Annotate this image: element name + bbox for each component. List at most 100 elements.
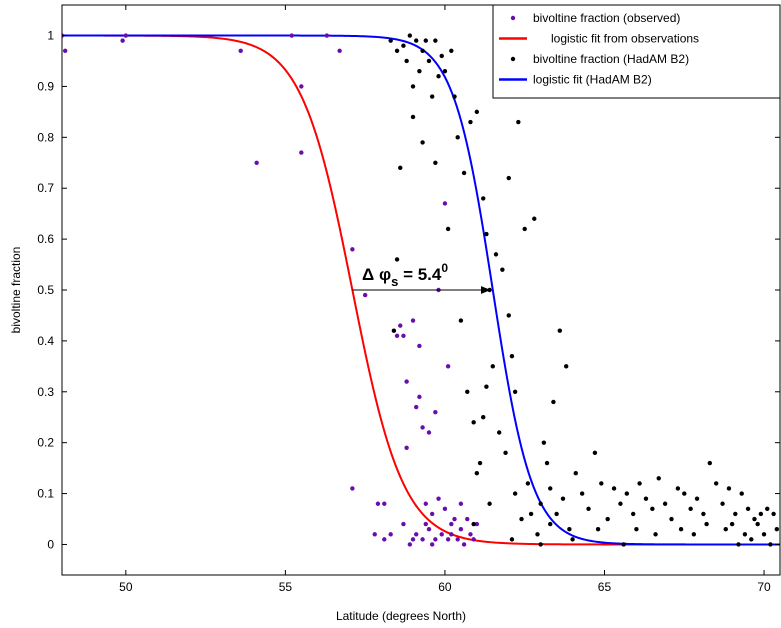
point-hadam [729, 521, 735, 527]
point-hadam [682, 491, 687, 496]
point-hadam [720, 501, 725, 506]
point-hadam [414, 38, 419, 43]
point-hadam [436, 74, 441, 79]
point-hadam [509, 537, 515, 542]
point-hadam [509, 353, 515, 359]
point-hadam [487, 501, 492, 506]
point-observed [324, 33, 330, 38]
point-hadam [774, 527, 780, 532]
point-hadam [512, 491, 518, 496]
point-observed [465, 516, 470, 522]
point-observed [449, 532, 454, 537]
point-hadam [656, 476, 661, 481]
point-hadam [624, 491, 630, 496]
point-hadam [423, 38, 428, 43]
point-hadam [637, 481, 642, 486]
annotation-main: Δ φ [362, 265, 391, 284]
y-tick-label: 0.3 [37, 385, 54, 399]
point-observed [449, 521, 454, 527]
point-hadam [538, 542, 543, 547]
y-tick-label: 0 [47, 537, 54, 551]
point-observed [388, 532, 393, 537]
y-tick-label: 0.2 [37, 436, 54, 450]
point-hadam [449, 48, 454, 53]
point-hadam [398, 165, 403, 171]
point-hadam [528, 511, 534, 517]
point-hadam [410, 84, 416, 89]
point-observed [410, 537, 416, 542]
point-hadam [592, 450, 598, 456]
point-hadam [404, 58, 409, 64]
point-hadam [669, 516, 674, 522]
y-axis-label: bivoltine fraction [9, 247, 23, 334]
point-hadam [694, 496, 700, 501]
point-hadam [707, 460, 712, 466]
point-hadam [452, 94, 457, 99]
point-hadam [433, 38, 438, 43]
point-hadam [701, 511, 706, 517]
point-observed [458, 527, 464, 532]
point-hadam [634, 527, 639, 532]
point-hadam [503, 450, 508, 456]
point-hadam [643, 496, 649, 501]
point-observed [442, 201, 448, 206]
legend-label: logistic fit from observations [551, 32, 699, 46]
point-observed [238, 48, 243, 53]
point-hadam [516, 119, 521, 125]
point-observed [350, 486, 355, 491]
point-observed [398, 323, 403, 328]
y-tick-label: 0.8 [37, 130, 54, 144]
point-hadam [394, 257, 400, 262]
point-hadam [739, 491, 744, 496]
point-hadam [407, 33, 413, 38]
point-hadam [586, 506, 591, 512]
annotation-superscript: 0 [441, 261, 448, 275]
point-observed [455, 537, 460, 542]
point-observed [382, 537, 387, 542]
point-observed [414, 532, 419, 537]
point-observed [414, 404, 419, 410]
y-tick-label: 1 [47, 29, 54, 43]
point-hadam [538, 501, 543, 506]
point-hadam [519, 516, 524, 522]
point-hadam [426, 58, 432, 64]
point-hadam [506, 175, 511, 181]
x-tick-label: 70 [757, 580, 771, 594]
point-hadam [704, 521, 709, 527]
point-hadam [439, 53, 444, 59]
point-hadam [675, 486, 681, 491]
point-hadam [458, 318, 464, 323]
point-hadam [653, 532, 658, 537]
y-tick-label: 0.1 [37, 487, 54, 501]
point-observed [401, 333, 406, 338]
point-hadam [548, 486, 553, 491]
point-hadam [420, 48, 425, 53]
point-hadam [481, 196, 486, 201]
point-observed [458, 501, 464, 506]
point-hadam [755, 521, 760, 527]
point-hadam [401, 43, 406, 48]
legend-box [492, 4, 781, 99]
point-observed [423, 501, 428, 506]
point-hadam [461, 170, 467, 176]
point-hadam [548, 521, 553, 527]
point-hadam [713, 481, 719, 486]
y-tick-label: 0.5 [37, 283, 54, 297]
point-hadam [477, 460, 483, 466]
point-hadam [688, 506, 693, 512]
series-line-fit-hadam [62, 34, 780, 546]
point-hadam [579, 491, 585, 496]
point-observed [299, 150, 304, 155]
point-hadam [493, 252, 499, 257]
point-hadam [525, 481, 531, 486]
point-hadam [736, 542, 741, 547]
point-hadam [771, 511, 776, 517]
point-observed [474, 521, 480, 527]
point-observed [337, 48, 342, 53]
point-hadam [765, 506, 770, 512]
point-hadam [471, 521, 476, 527]
point-hadam [752, 516, 757, 522]
point-observed [410, 318, 416, 323]
point-hadam [468, 119, 473, 125]
